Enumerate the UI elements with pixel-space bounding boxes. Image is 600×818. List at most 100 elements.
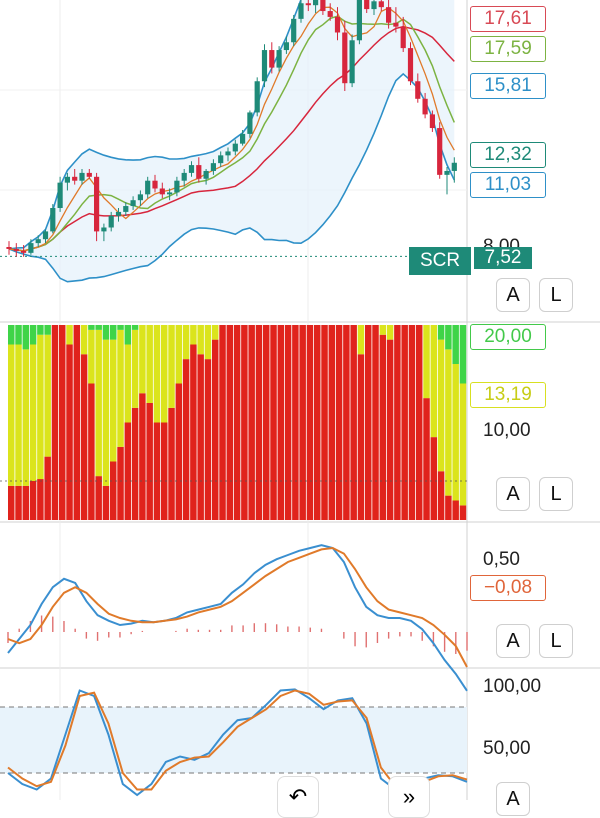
- stack-bar-0: [408, 325, 416, 520]
- stack-bar-0: [379, 334, 387, 520]
- stack-bar-1: [124, 344, 132, 423]
- stack-bar-2: [452, 325, 459, 364]
- stack-bar-1: [139, 325, 146, 394]
- stack-bar-1: [452, 364, 459, 501]
- price-tag-1232: 12,32: [470, 142, 546, 168]
- stack-bar-2: [124, 325, 132, 345]
- candle-body: [210, 163, 216, 171]
- stack-bar-0: [350, 325, 357, 520]
- candle-body: [72, 176, 78, 181]
- panel3-l-button[interactable]: L: [539, 624, 573, 658]
- stack-bar-0: [131, 407, 139, 520]
- candle-body: [305, 3, 311, 6]
- panel3-a-button[interactable]: A: [496, 624, 530, 658]
- candle-body: [415, 81, 421, 99]
- candle-body: [371, 1, 377, 10]
- moving-average-orange: [8, 6, 455, 252]
- stack-bar-0: [204, 359, 212, 520]
- candle-body: [407, 48, 414, 82]
- stack-bar-0: [124, 422, 132, 520]
- stack-bar-0: [416, 325, 423, 520]
- stack-bar-0: [277, 325, 285, 520]
- candle-body: [64, 176, 70, 183]
- stack-bar-1: [80, 325, 88, 355]
- stack-bar-2: [110, 325, 117, 340]
- collapse-icon[interactable]: »: [388, 776, 430, 818]
- stack-bar-0: [102, 485, 110, 520]
- stack-bar-2: [29, 325, 37, 345]
- stack-bar-2: [95, 325, 102, 330]
- stack-bar-0: [365, 325, 372, 520]
- panel1-l-button[interactable]: L: [539, 278, 573, 312]
- panel1-a-button[interactable]: A: [496, 278, 530, 312]
- candle-body: [327, 11, 333, 17]
- stack-bar-2: [8, 325, 15, 345]
- price-tag-1581: 15,81: [470, 73, 546, 99]
- stack-bar-0: [88, 383, 95, 520]
- stack-bar-0: [190, 344, 197, 520]
- stack-bar-0: [445, 495, 452, 520]
- stack-bar-0: [343, 325, 350, 520]
- candle-body: [283, 42, 289, 51]
- candle-body: [232, 143, 238, 152]
- stack-bar-0: [386, 339, 394, 520]
- panel2-a-button[interactable]: A: [496, 477, 530, 511]
- stack-bar-1: [102, 339, 110, 486]
- candle-body: [137, 194, 143, 201]
- stack-bar-0: [437, 471, 445, 520]
- stack-bar-0: [168, 407, 175, 520]
- candle-body: [247, 112, 253, 134]
- stack-bar-0: [255, 325, 263, 520]
- price-tag-1761: 17,61: [470, 6, 546, 32]
- stack-bar-1: [212, 325, 219, 340]
- candle-body: [196, 165, 202, 179]
- candle-body: [378, 1, 384, 8]
- stack-bar-0: [117, 446, 124, 520]
- stack-bar-0: [44, 456, 51, 520]
- candle-body: [13, 248, 19, 251]
- stack-bar-0: [459, 505, 467, 520]
- stack-bar-1: [197, 325, 204, 355]
- undo-icon[interactable]: ↶: [277, 776, 319, 818]
- candle-body: [313, 0, 319, 6]
- candle-body: [174, 180, 180, 193]
- candle-body: [364, 0, 370, 10]
- candle-body: [298, 3, 304, 19]
- stack-bar-0: [161, 422, 168, 520]
- candle-body: [35, 239, 41, 244]
- candle-body: [42, 231, 49, 240]
- panel4-a-button[interactable]: A: [496, 782, 530, 816]
- stack-bar-1: [423, 325, 430, 399]
- stack-bar-1: [110, 339, 117, 462]
- stack-bar-0: [263, 325, 270, 520]
- stack-bar-1: [131, 329, 139, 408]
- stack-bar-0: [270, 325, 277, 520]
- candle-body: [115, 211, 122, 216]
- candle-body: [342, 32, 348, 84]
- stack-axis-10: 10,00: [483, 420, 531, 441]
- stack-bar-1: [29, 344, 37, 481]
- stack-bar-1: [190, 325, 197, 345]
- stack-bar-0: [15, 485, 22, 520]
- stack-tag-2000: 20,00: [470, 324, 546, 350]
- stack-bar-0: [182, 359, 190, 520]
- stack-bar-0: [314, 325, 321, 520]
- moving-average-red: [8, 25, 455, 252]
- price-tag-1759: 17,59: [470, 36, 546, 62]
- bollinger-lower-line: [8, 72, 456, 283]
- candle-body: [188, 165, 195, 173]
- candle-body: [86, 172, 92, 177]
- stack-bar-0: [139, 393, 146, 520]
- candle-body: [422, 98, 428, 115]
- stack-bar-0: [197, 354, 204, 520]
- stack-bar-1: [44, 334, 51, 457]
- candle-body: [291, 18, 297, 43]
- stack-bar-0: [394, 325, 401, 520]
- stack-bar-1: [430, 325, 438, 438]
- stack-bar-0: [452, 500, 459, 520]
- stack-bar-2: [102, 325, 110, 340]
- stack-bar-0: [306, 325, 314, 520]
- stack-bar-1: [379, 325, 387, 335]
- panel2-l-button[interactable]: L: [539, 477, 573, 511]
- bollinger-upper-line: [8, 0, 302, 250]
